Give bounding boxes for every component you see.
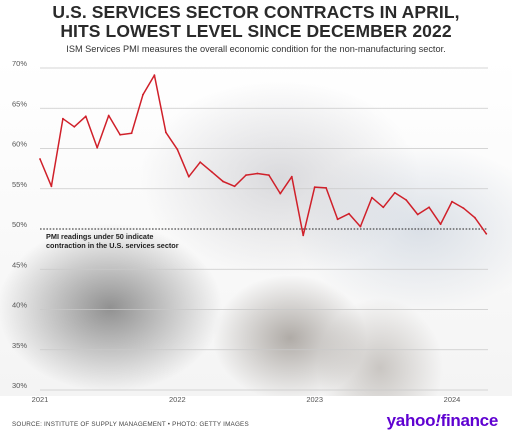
pmi-point-2022-06	[233, 185, 236, 188]
pmi-point-2021-12	[165, 131, 167, 134]
pmi-point-2021-02	[50, 185, 53, 188]
pmi-point-2022-04	[210, 170, 213, 173]
source-credit: SOURCE: INSTITUTE OF SUPPLY MANAGEMENT •…	[12, 421, 249, 428]
pmi-point-2023-03	[336, 218, 339, 221]
pmi-point-2023-09	[405, 199, 408, 201]
pmi-point-2022-02	[187, 175, 190, 178]
pmi-point-2021-05	[84, 115, 87, 118]
pmi-point-2021-09	[130, 132, 133, 135]
pmi-point-2022-11	[290, 175, 293, 178]
pmi-point-2021-11	[153, 74, 156, 77]
pmi-point-2021-01	[39, 158, 41, 160]
x-tick-label: 2023	[306, 395, 323, 404]
pmi-point-2024-03	[474, 216, 476, 219]
pmi-point-2021-04	[73, 125, 76, 128]
pmi-point-2023-05	[359, 225, 362, 228]
y-tick-label: 45%	[12, 260, 27, 269]
pmi-point-2021-10	[142, 93, 144, 96]
chart-title-line-1: U.S. SERVICES SECTOR CONTRACTS IN APRIL,	[52, 2, 460, 22]
pmi-point-2023-02	[325, 187, 327, 189]
pmi-point-2022-08	[256, 172, 259, 175]
y-tick-label: 70%	[12, 59, 27, 68]
pmi-point-2022-09	[268, 174, 270, 177]
pmi-point-2023-11	[428, 206, 430, 209]
logo-slash: !	[435, 411, 441, 430]
pmi-point-2023-06	[371, 196, 373, 199]
pmi-point-2023-12	[439, 223, 442, 226]
pmi-point-2022-07	[245, 174, 247, 177]
pmi-point-2022-01	[176, 148, 179, 151]
x-tick-label: 2022	[169, 395, 186, 404]
pmi-point-2021-03	[62, 117, 64, 120]
y-tick-label: 30%	[12, 381, 27, 390]
pmi-point-2021-07	[107, 114, 110, 117]
y-tick-label: 35%	[12, 341, 27, 350]
pmi-point-2023-01	[313, 186, 316, 189]
pmi-point-2021-08	[119, 133, 121, 136]
pmi-point-2022-12	[302, 234, 305, 237]
pmi-point-2022-10	[279, 192, 282, 195]
y-tick-label: 55%	[12, 180, 27, 189]
photo-background	[0, 58, 512, 396]
chart-title: U.S. SERVICES SECTOR CONTRACTS IN APRIL,…	[0, 3, 512, 41]
pmi-point-2023-08	[393, 191, 396, 194]
pmi-point-2022-05	[222, 180, 225, 183]
logo-yahoo: yahoo	[386, 411, 436, 430]
reference-line-label: contraction in the U.S. services sector	[46, 241, 179, 250]
pmi-point-2024-02	[462, 207, 465, 210]
pmi-point-2023-04	[348, 212, 350, 215]
logo-finance: finance	[440, 411, 499, 430]
pmi-point-2022-03	[199, 161, 202, 164]
x-tick-label: 2024	[444, 395, 461, 404]
y-tick-label: 60%	[12, 140, 27, 149]
reference-line-label: PMI readings under 50 indicate	[46, 232, 153, 241]
pmi-point-2024-01	[451, 200, 453, 203]
chart-subtitle: ISM Services PMI measures the overall ec…	[66, 44, 446, 54]
pmi-series-line	[39, 74, 487, 237]
x-tick-label: 2021	[32, 395, 49, 404]
pmi-point-2023-07	[382, 206, 385, 209]
y-tick-label: 65%	[12, 99, 27, 108]
pmi-point-2023-10	[416, 213, 419, 216]
chart-title-line-2: HITS LOWEST LEVEL SINCE DECEMBER 2022	[60, 21, 452, 41]
yahoo-finance-logo: yahoo!finance	[386, 411, 499, 431]
y-tick-label: 50%	[12, 220, 27, 229]
pmi-point-2024-04	[485, 232, 488, 235]
pmi-point-2021-06	[96, 146, 99, 149]
y-tick-label: 40%	[12, 301, 27, 310]
